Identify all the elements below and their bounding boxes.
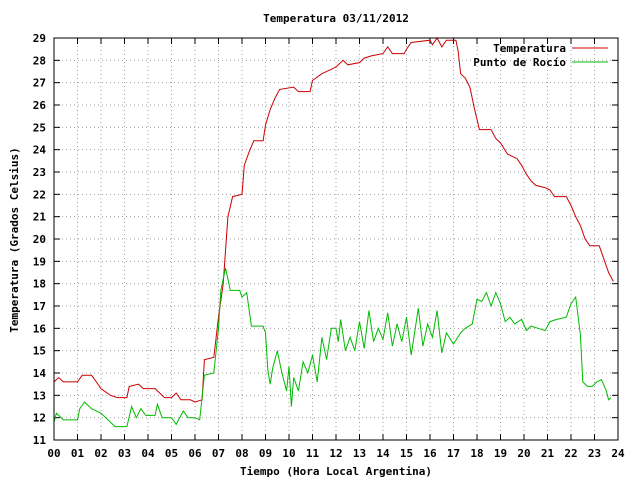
x-tick-label: 09 xyxy=(259,447,272,460)
y-tick-label: 22 xyxy=(33,188,46,201)
x-tick-label: 24 xyxy=(611,447,625,460)
x-tick-label: 13 xyxy=(353,447,366,460)
series-line-temperatura xyxy=(53,37,614,403)
x-tick-label: 16 xyxy=(423,447,437,460)
y-tick-label: 26 xyxy=(33,99,47,112)
y-tick-label: 15 xyxy=(33,345,46,358)
y-tick-label: 18 xyxy=(33,278,46,291)
x-tick-label: 15 xyxy=(400,447,413,460)
x-tick-label: 08 xyxy=(235,447,248,460)
y-axis-label: Temperatura (Grados Celsius) xyxy=(8,147,21,332)
x-tick-label: 07 xyxy=(212,447,225,460)
x-tick-label: 23 xyxy=(588,447,601,460)
y-tick-label: 25 xyxy=(33,121,46,134)
y-tick-label: 14 xyxy=(33,367,47,380)
series-lines xyxy=(53,37,614,428)
x-axis-label: Tiempo (Hora Local Argentina) xyxy=(240,465,432,478)
x-tick-label: 21 xyxy=(541,447,555,460)
x-tick-label: 19 xyxy=(494,447,507,460)
y-tick-label: 27 xyxy=(33,77,46,90)
series-line-punto-de-roc-o xyxy=(53,267,612,428)
plot-border xyxy=(53,37,619,441)
legend-label-temperatura: Temperatura xyxy=(493,42,566,55)
y-tick-label: 13 xyxy=(33,389,46,402)
y-tick-label: 23 xyxy=(33,166,46,179)
x-tick-label: 14 xyxy=(376,447,390,460)
x-tick-label: 17 xyxy=(447,447,460,460)
grid-lines xyxy=(54,38,618,440)
y-tick-label: 19 xyxy=(33,255,46,268)
x-tick-label: 00 xyxy=(47,447,60,460)
x-tick-label: 04 xyxy=(141,447,155,460)
x-tick-label: 11 xyxy=(306,447,320,460)
x-tick-label: 22 xyxy=(564,447,577,460)
y-tick-label: 11 xyxy=(33,434,47,447)
x-tick-label: 12 xyxy=(329,447,342,460)
y-tick-label: 20 xyxy=(33,233,46,246)
x-tick-label: 02 xyxy=(94,447,107,460)
legend-label-punto-de-roc-o: Punto de Rocío xyxy=(473,56,566,69)
x-tick-label: 06 xyxy=(188,447,202,460)
y-tick-label: 12 xyxy=(33,412,46,425)
y-tick-label: 17 xyxy=(33,300,46,313)
y-tick-label: 16 xyxy=(33,322,47,335)
x-tick-label: 10 xyxy=(282,447,295,460)
chart-title: Temperatura 03/11/2012 xyxy=(263,12,409,25)
x-tick-label: 03 xyxy=(118,447,131,460)
x-tick-label: 18 xyxy=(470,447,483,460)
y-tick-label: 29 xyxy=(33,32,46,45)
x-tick-label: 05 xyxy=(165,447,178,460)
y-tick-label: 24 xyxy=(33,144,47,157)
x-tick-label: 20 xyxy=(517,447,530,460)
y-tick-label: 21 xyxy=(33,211,47,224)
x-tick-label: 01 xyxy=(71,447,85,460)
axis-ticks: 00 01 02 03 04 05 06 07 08 09 10 11 12 13 14 15 16 17 18 19… xyxy=(33,32,625,460)
y-tick-label: 28 xyxy=(33,54,46,67)
